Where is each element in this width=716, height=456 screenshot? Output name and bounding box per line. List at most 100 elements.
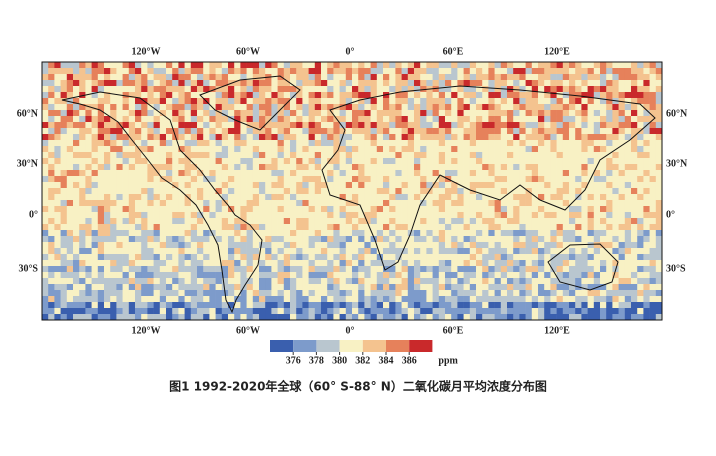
map-cell — [141, 164, 148, 171]
map-cell — [618, 116, 626, 123]
map-cell — [587, 296, 595, 303]
map-cell — [562, 314, 570, 321]
map-cell — [376, 290, 384, 297]
map-cell — [420, 284, 427, 291]
map-cell — [314, 242, 322, 249]
map-cell — [494, 194, 502, 201]
map-cell — [482, 212, 489, 219]
map-cell — [97, 230, 105, 237]
map-cell — [531, 272, 539, 279]
map-cell — [321, 152, 328, 159]
map-cell — [48, 242, 55, 249]
map-cell — [54, 62, 61, 69]
map-cell — [147, 68, 154, 75]
map-cell — [569, 188, 576, 195]
map-cell — [370, 116, 378, 123]
map-cell — [147, 260, 154, 267]
map-cell — [401, 110, 409, 117]
map-cell — [73, 152, 80, 159]
map-cell — [643, 230, 650, 237]
map-cell — [469, 68, 477, 75]
map-cell — [128, 74, 136, 81]
map-cell — [556, 146, 564, 153]
map-cell — [569, 212, 576, 219]
map-cell — [283, 182, 291, 189]
map-cell — [432, 152, 440, 159]
map-cell — [649, 68, 657, 75]
map-cell — [153, 260, 161, 267]
map-cell — [153, 206, 161, 213]
map-cell — [364, 152, 371, 159]
map-cell — [265, 272, 272, 279]
map-cell — [624, 236, 632, 243]
map-cell — [612, 200, 619, 207]
map-cell — [451, 182, 458, 189]
map-cell — [587, 92, 595, 99]
map-cell — [538, 80, 545, 87]
map-cell — [314, 140, 322, 147]
map-cell — [66, 68, 74, 75]
map-cell — [463, 110, 471, 117]
map-cell — [352, 134, 359, 141]
map-cell — [327, 62, 334, 69]
map-cell — [333, 110, 340, 117]
map-cell — [122, 266, 130, 273]
map-cell — [531, 110, 539, 117]
map-cell — [655, 164, 663, 171]
map-cell — [575, 74, 582, 81]
map-cell — [314, 194, 322, 201]
map-cell — [476, 170, 483, 177]
map-cell — [637, 254, 644, 261]
map-cell — [296, 170, 303, 177]
map-cell — [383, 206, 390, 213]
map-cell — [116, 242, 123, 249]
map-cell — [97, 128, 105, 135]
map-cell — [556, 104, 564, 111]
map-cell — [482, 122, 489, 129]
map-cell — [283, 86, 291, 93]
map-cell — [476, 152, 483, 159]
map-cell — [575, 134, 582, 141]
map-cell — [476, 206, 483, 213]
map-cell — [327, 104, 334, 111]
map-cell — [333, 74, 340, 81]
map-cell — [259, 212, 266, 219]
map-cell — [562, 134, 570, 141]
map-cell — [643, 290, 650, 297]
map-cell — [234, 134, 241, 141]
map-cell — [314, 308, 322, 315]
map-cell — [513, 128, 520, 135]
map-cell — [159, 164, 167, 171]
map-cell — [538, 62, 545, 69]
map-cell — [507, 194, 514, 201]
map-cell — [438, 308, 446, 315]
map-cell — [85, 128, 92, 135]
map-cell — [190, 74, 198, 81]
map-cell — [544, 164, 551, 171]
map-cell — [54, 194, 61, 201]
map-cell — [655, 278, 663, 285]
map-cell — [147, 146, 154, 153]
map-cell — [221, 116, 229, 123]
map-cell — [383, 200, 390, 207]
map-cell — [581, 122, 588, 129]
map-cell — [172, 224, 179, 231]
map-cell — [383, 242, 390, 249]
map-cell — [66, 182, 74, 189]
map-cell — [259, 182, 266, 189]
map-cell — [618, 248, 626, 255]
map-cell — [606, 236, 613, 243]
map-cell — [445, 284, 452, 291]
map-cell — [271, 128, 278, 135]
map-cell — [97, 140, 105, 147]
map-cell — [401, 218, 409, 225]
map-cell — [333, 176, 340, 183]
map-cell — [445, 224, 452, 231]
map-cell — [593, 308, 601, 315]
map-cell — [197, 80, 204, 87]
map-cell — [290, 110, 297, 117]
map-cell — [290, 86, 297, 93]
map-cell — [655, 110, 663, 117]
map-cell — [228, 134, 235, 141]
map-cell — [135, 146, 142, 153]
